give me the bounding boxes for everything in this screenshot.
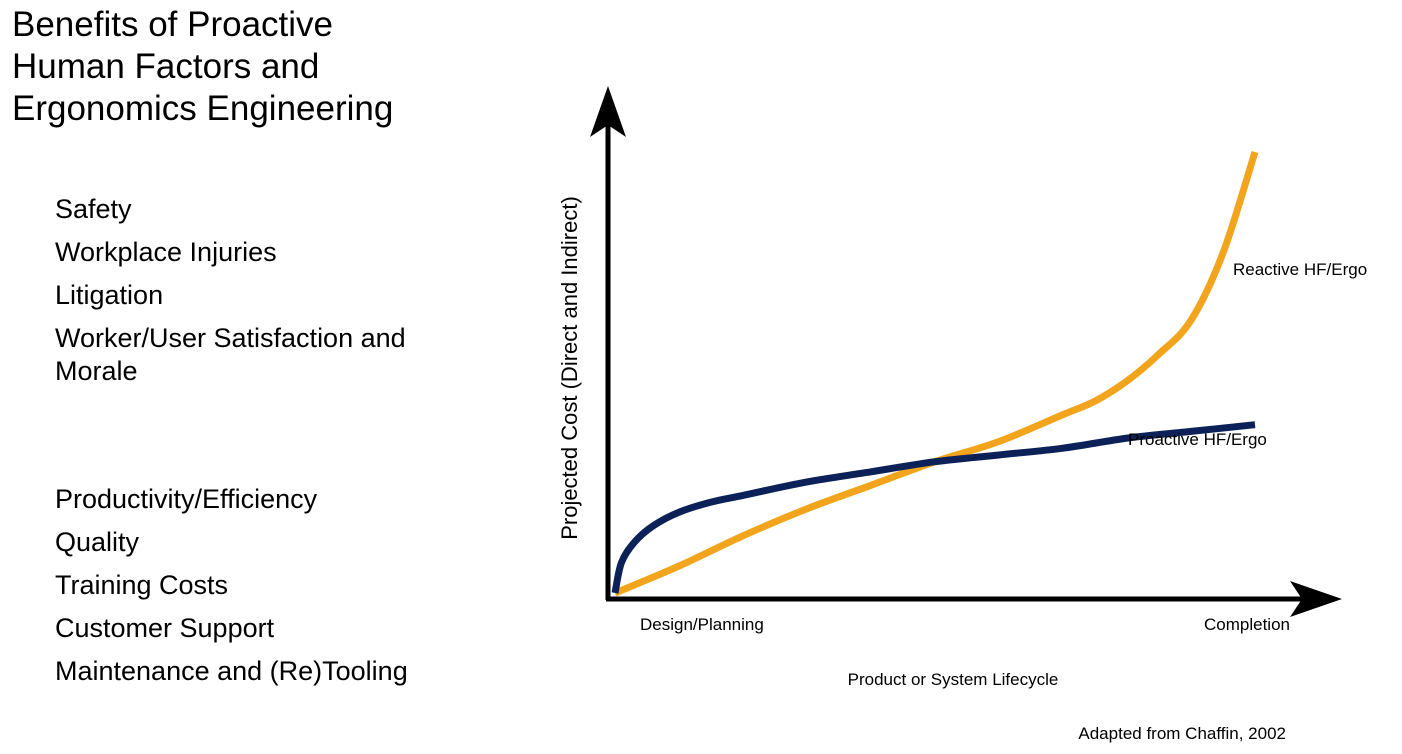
page-title: Benefits of Proactive Human Factors and … <box>12 4 393 130</box>
x-tick-label: Completion <box>1204 615 1290 634</box>
series-layer <box>611 150 1259 597</box>
reactive-series-line <box>613 150 1259 597</box>
x-axis-label: Product or System Lifecycle <box>848 670 1059 689</box>
benefit-item: Maintenance and (Re)Tooling <box>55 656 408 686</box>
title-line: Ergonomics Engineering <box>12 89 394 128</box>
benefit-item: Customer Support <box>55 613 275 643</box>
x-tick-label: Design/Planning <box>640 615 764 634</box>
benefit-item: Safety <box>55 194 132 224</box>
series-label-proactive: Proactive HF/Ergo <box>1128 430 1267 449</box>
title-line: Human Factors and <box>12 47 320 86</box>
benefits-list-secondary: Productivity/Efficiency Quality Training… <box>55 483 408 698</box>
source-credit: Adapted from Chaffin, 2002 <box>1078 724 1286 743</box>
title-line: Benefits of Proactive <box>12 5 333 44</box>
benefit-item: Training Costs <box>55 570 229 600</box>
x-axis-arrowhead <box>1290 581 1342 617</box>
benefit-item: Worker/User Satisfaction and Morale <box>55 323 406 386</box>
benefit-item: Litigation <box>55 280 164 310</box>
proactive-series-line <box>611 421 1256 594</box>
benefit-item: Quality <box>55 527 140 557</box>
series-label-reactive: Reactive HF/Ergo <box>1233 260 1367 279</box>
benefits-list-primary: Safety Workplace Injuries Litigation Wor… <box>55 193 475 398</box>
benefit-item: Workplace Injuries <box>55 237 277 267</box>
benefit-item: Productivity/Efficiency <box>55 484 318 514</box>
y-axis-label: Projected Cost (Direct and Indirect) <box>557 196 582 540</box>
y-axis-arrowhead <box>590 86 626 137</box>
